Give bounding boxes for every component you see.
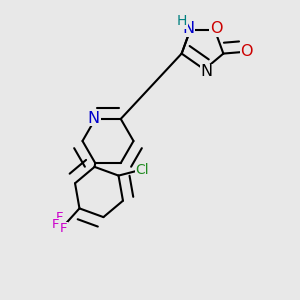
Text: N: N <box>201 64 213 80</box>
Text: F: F <box>56 211 63 224</box>
Text: F: F <box>60 222 67 235</box>
Text: F: F <box>52 218 59 231</box>
Text: O: O <box>241 44 253 59</box>
Text: O: O <box>210 21 223 36</box>
Text: N: N <box>88 110 100 125</box>
Text: H: H <box>176 14 187 28</box>
Text: N: N <box>182 21 195 36</box>
Text: Cl: Cl <box>136 163 149 177</box>
